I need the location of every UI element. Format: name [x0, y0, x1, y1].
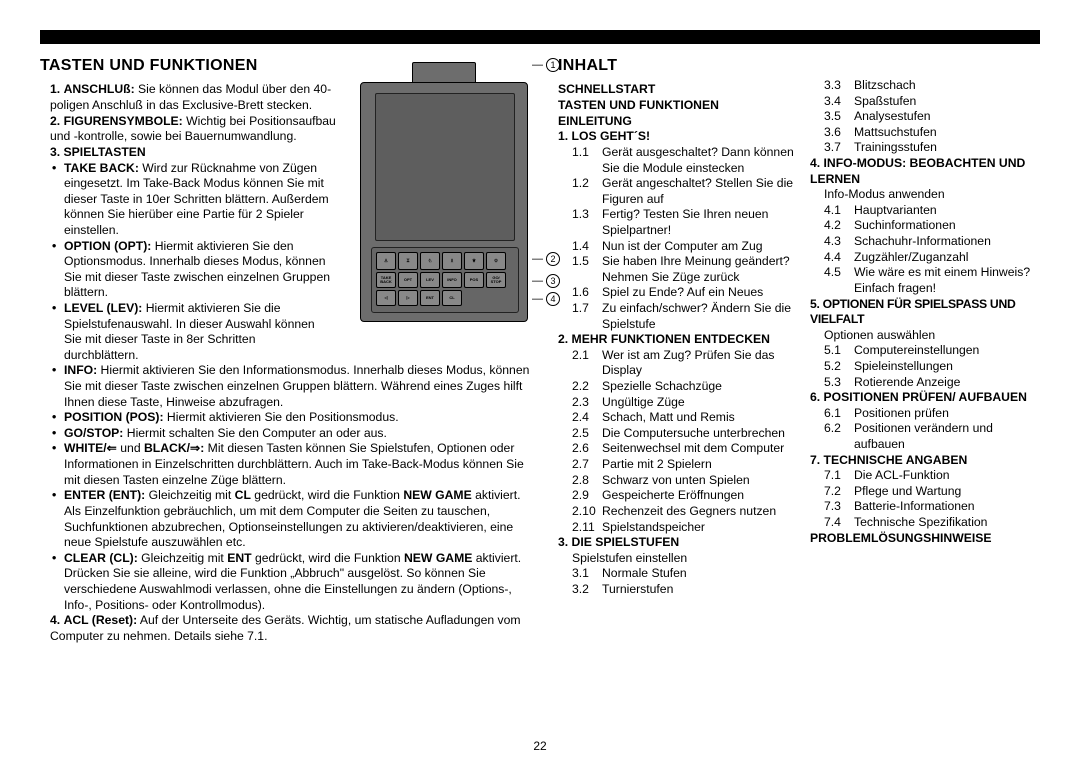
- key-rook: ♖: [398, 252, 418, 270]
- callout-3: — 3: [532, 274, 560, 288]
- toc-s1: 1. LOS GEHT´S!: [558, 129, 796, 145]
- key-cl: CL: [442, 290, 462, 306]
- key-opt: OPT: [398, 272, 418, 288]
- toc-problem: PROBLEMLÖSUNGSHINWEISE: [810, 531, 1038, 547]
- toc-tasten: TASTEN UND FUNKTIONEN: [558, 98, 796, 114]
- key-pawn: ♙: [376, 252, 396, 270]
- key-gostop: GO/ STOP: [486, 272, 506, 288]
- key-queen: ♕: [464, 252, 484, 270]
- left-column: TASTEN UND FUNKTIONEN ♙ ♖ ♘ ♗ ♕ ♔ TAKE B…: [40, 56, 540, 644]
- callout-4: — 4: [532, 292, 560, 306]
- heading-inhalt: INHALT: [558, 56, 796, 76]
- page-number: 22: [0, 739, 1080, 754]
- toc-s2: 2. MEHR FUNKTIONEN ENTDECKEN: [558, 332, 796, 348]
- key-pos: POS: [464, 272, 484, 288]
- toc-col-2: 3.3Blitzschach 3.4Spaßstufen 3.5Analyses…: [810, 56, 1038, 644]
- key-bishop: ♗: [442, 252, 462, 270]
- key-lev: LEV: [420, 272, 440, 288]
- toc-s4: 4. INFO-MODUS: BEOBACHTEN UND LERNEN: [810, 156, 1038, 187]
- key-ent: ENT: [420, 290, 440, 306]
- device-illustration: ♙ ♖ ♘ ♗ ♕ ♔ TAKE BACK OPT LEV INFO POS G…: [354, 52, 534, 332]
- key-king: ♔: [486, 252, 506, 270]
- top-rule: [40, 30, 1040, 44]
- toc-s6: 6. POSITIONEN PRÜFEN/ AUFBAUEN: [810, 390, 1038, 406]
- toc-s5: 5. OPTIONEN FÜR SPIELSPASS UND VIELFALT: [810, 297, 1038, 328]
- page-body: TASTEN UND FUNKTIONEN ♙ ♖ ♘ ♗ ♕ ♔ TAKE B…: [40, 56, 1040, 644]
- key-info: INFO: [442, 272, 462, 288]
- toc-s7: 7. TECHNISCHE ANGABEN: [810, 453, 1038, 469]
- key-left: ◁: [376, 290, 396, 306]
- key-takeback: TAKE BACK: [376, 272, 396, 288]
- right-column: INHALT SCHNELLSTART TASTEN UND FUNKTIONE…: [558, 56, 1038, 644]
- toc-einleitung: EINLEITUNG: [558, 114, 796, 130]
- toc-col-1: INHALT SCHNELLSTART TASTEN UND FUNKTIONE…: [558, 56, 796, 644]
- callout-2: — 2: [532, 252, 560, 266]
- callout-1: — 1: [532, 58, 560, 72]
- toc-schnellstart: SCHNELLSTART: [558, 82, 796, 98]
- toc-s3: 3. DIE SPIELSTUFEN: [558, 535, 796, 551]
- keypad: ♙ ♖ ♘ ♗ ♕ ♔ TAKE BACK OPT LEV INFO POS G…: [371, 247, 519, 313]
- key-knight: ♘: [420, 252, 440, 270]
- key-right: ▷: [398, 290, 418, 306]
